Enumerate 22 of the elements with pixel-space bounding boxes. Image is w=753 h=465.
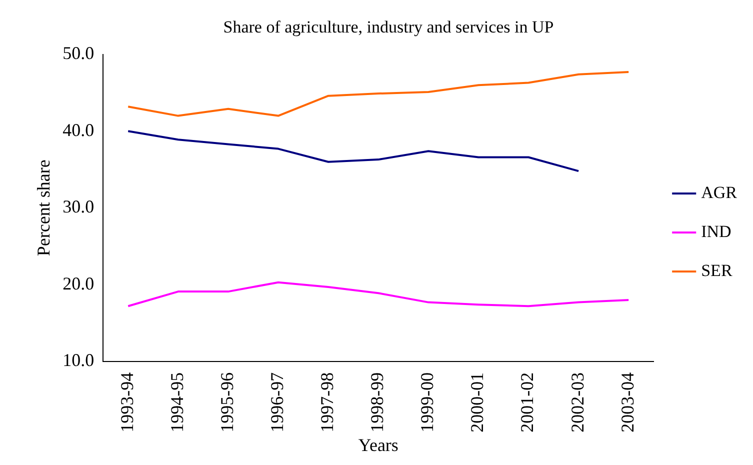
x-tick-label: 2002-03 <box>567 372 588 432</box>
legend-label: IND <box>701 222 732 241</box>
x-tick-label: 1994-95 <box>166 372 187 432</box>
y-tick-label: 10.0 <box>62 350 94 370</box>
legend-label: SER <box>701 260 733 280</box>
x-tick-label: 1997-98 <box>317 372 338 432</box>
x-tick-label: 1996-97 <box>266 372 287 432</box>
y-axis-title: Percent share <box>34 160 54 256</box>
y-tick-label: 40.0 <box>62 120 94 140</box>
x-tick-label: 2003-04 <box>617 372 638 432</box>
legend-label: AGR <box>701 182 738 202</box>
y-tick-label: 30.0 <box>62 196 94 217</box>
x-axis-title: Years <box>358 434 398 455</box>
x-tick-label: 2000-01 <box>467 372 488 432</box>
x-tick-label: 1998-99 <box>367 372 388 432</box>
y-tick-label: 20.0 <box>62 273 94 294</box>
x-tick-label: 1993-94 <box>116 372 137 432</box>
chart-title: Share of agriculture, industry and services in UP <box>223 18 554 37</box>
y-tick-label: 50.0 <box>62 43 94 64</box>
x-tick-label: 1999-00 <box>417 372 438 432</box>
x-tick-label: 1995-96 <box>216 372 237 432</box>
x-tick-label: 2001-02 <box>517 372 538 432</box>
